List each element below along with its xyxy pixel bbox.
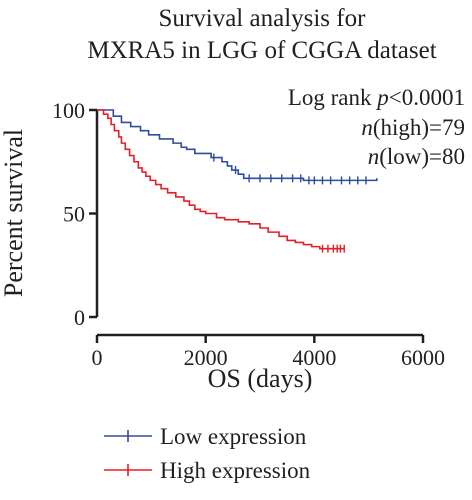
annotation-n-low: n(low)=80 xyxy=(368,144,465,169)
x-tick-label: 6000 xyxy=(401,345,445,370)
y-tick-label: 50 xyxy=(63,202,85,227)
legend-entry: Low expression xyxy=(160,424,307,449)
legend: Low expression High expression xyxy=(104,424,311,483)
x-tick-label: 4000 xyxy=(292,345,336,370)
y-tick-label: 100 xyxy=(52,98,85,123)
chart-title-line-2: MXRA5 in LGG of CGGA dataset xyxy=(87,37,436,64)
legend-entry: High expression xyxy=(160,458,311,483)
x-tick-label: 0 xyxy=(92,345,103,370)
chart-title-line-1: Survival analysis for xyxy=(159,5,367,32)
x-tick-label: 2000 xyxy=(184,345,228,370)
x-ticks: 0 2000 4000 6000 xyxy=(92,335,445,370)
annotation-n-high: n(high)=79 xyxy=(361,115,465,140)
series-line-low xyxy=(97,109,378,182)
x-axis-label: OS (days) xyxy=(208,364,313,393)
y-ticks: 0 50 100 xyxy=(52,98,97,330)
series-layer xyxy=(97,109,378,253)
y-tick-label: 0 xyxy=(74,305,85,330)
series-line-high xyxy=(97,109,345,250)
y-axis-label: Percent survival xyxy=(0,129,28,297)
annotation-logrank: Log rank p<0.0001 xyxy=(288,85,465,110)
